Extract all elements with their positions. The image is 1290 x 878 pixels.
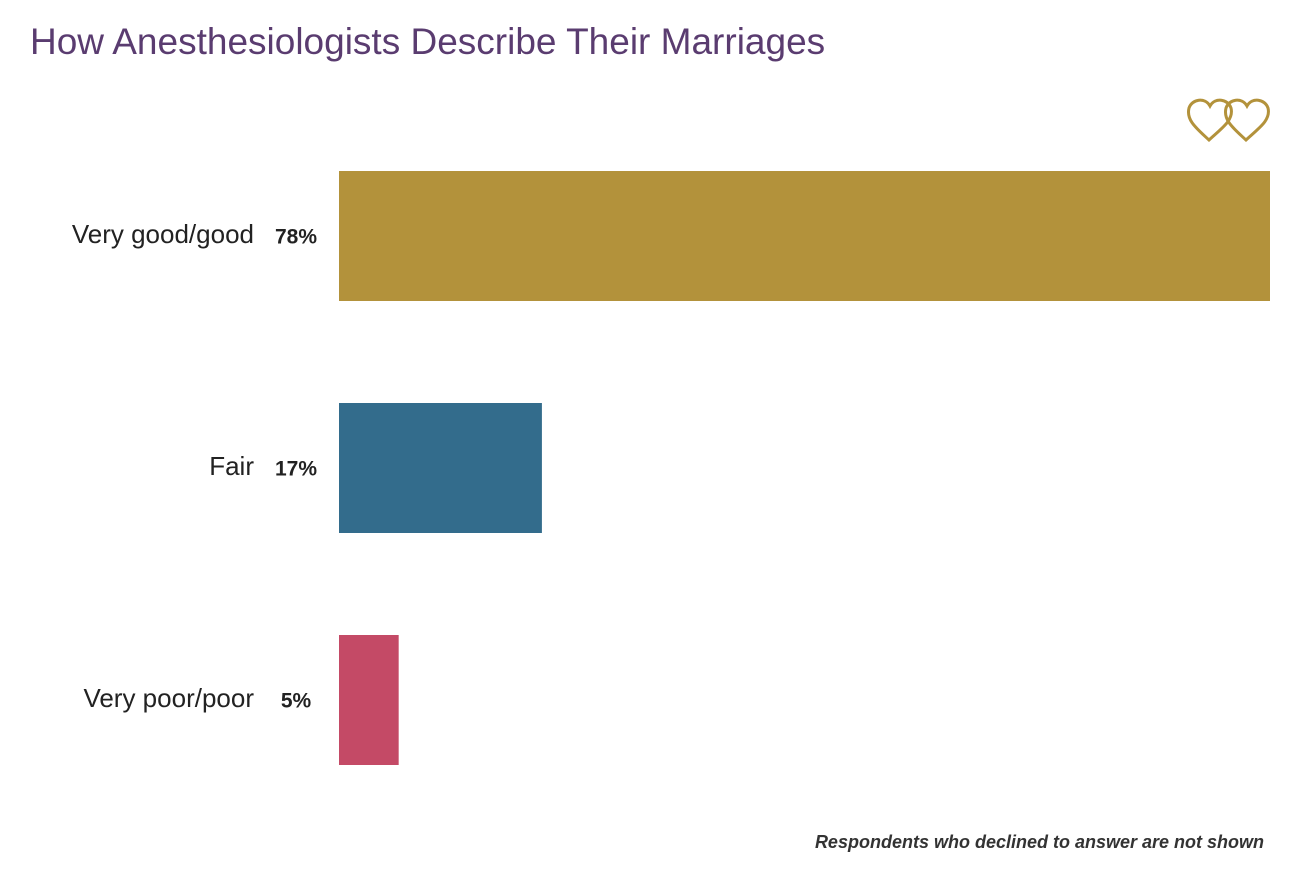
chart-title: How Anesthesiologists Describe Their Mar… bbox=[30, 21, 825, 62]
category-label: Fair bbox=[209, 451, 254, 481]
value-label: 17% bbox=[275, 458, 317, 481]
bar bbox=[339, 403, 542, 533]
bar bbox=[339, 635, 399, 765]
value-label: 78% bbox=[275, 226, 317, 249]
footnote: Respondents who declined to answer are n… bbox=[815, 832, 1264, 852]
value-label: 5% bbox=[281, 690, 312, 713]
hearts-icon bbox=[1186, 98, 1270, 143]
bar bbox=[339, 171, 1270, 301]
category-label: Very poor/poor bbox=[83, 683, 254, 713]
category-label: Very good/good bbox=[72, 219, 254, 249]
